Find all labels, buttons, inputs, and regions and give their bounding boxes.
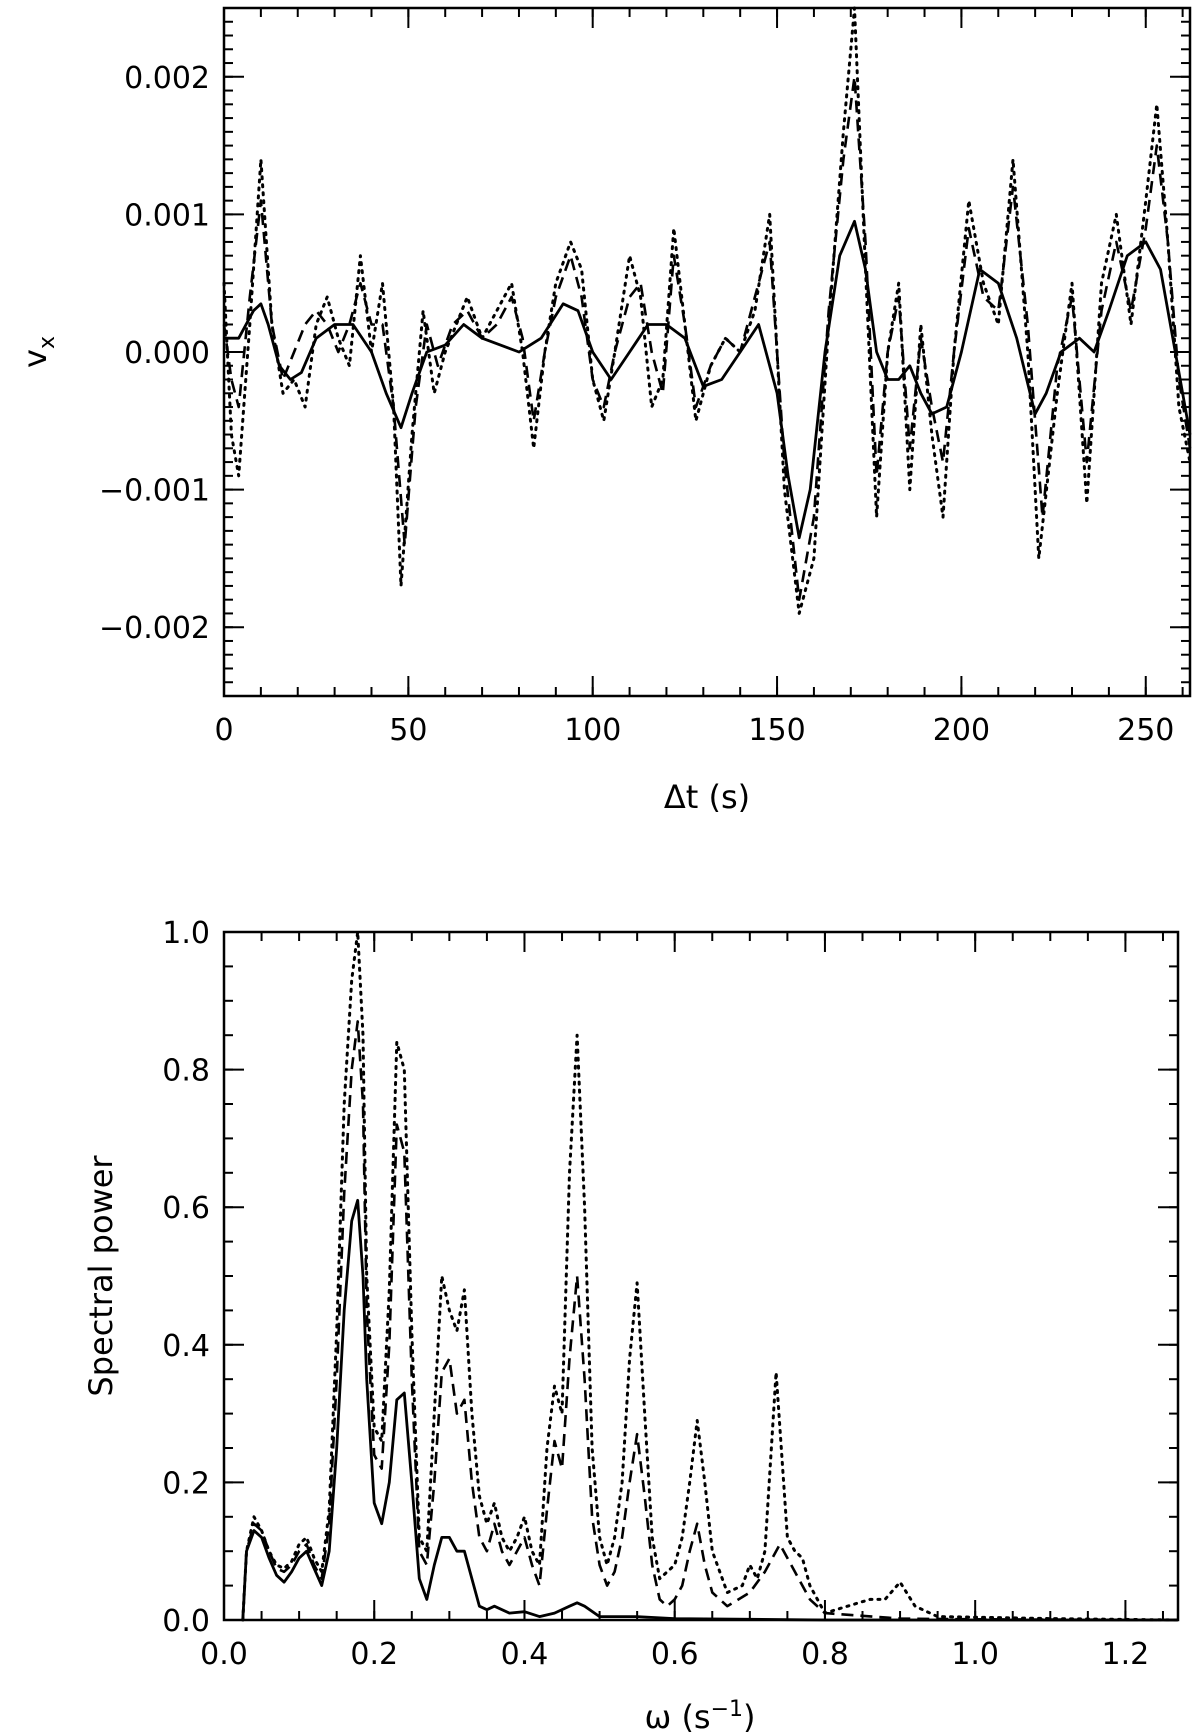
spectrum-series-solid: [241, 1198, 1178, 1622]
velocity-x-tick-label: 200: [933, 713, 990, 748]
velocity-plot-frame: [222, 6, 1192, 698]
spectrum-x-axis-title: ω (s−1): [644, 1697, 755, 1736]
spectrum-series-group: [241, 930, 1180, 1622]
velocity-panel: 0 50 100 150 200 250 −0.002 −0.001 0.000 0.001 0.0…: [16, 6, 1192, 816]
velocity-x-tick-label: 250: [1117, 713, 1174, 748]
velocity-y-axis-title: vx: [16, 336, 60, 368]
spectrum-ticks: [223, 931, 1178, 1621]
spectrum-x-axis-title-sup: −1: [711, 1697, 743, 1722]
spectrum-x-tick-label: 1.2: [1102, 1637, 1150, 1672]
velocity-series-dotted: [222, 6, 1192, 615]
velocity-y-axis-title-sub: x: [35, 336, 60, 349]
spectrum-y-tick-label: 0.4: [162, 1329, 210, 1364]
velocity-y-tick-label: 0.001: [124, 198, 210, 233]
velocity-x-tick-label: 50: [389, 713, 427, 748]
spectrum-series-dotted: [241, 930, 1180, 1622]
velocity-series-dashed: [222, 75, 1192, 602]
spectrum-y-tick-label: 1.0: [162, 916, 210, 951]
spectrum-y-tick-label: 0.8: [162, 1054, 210, 1089]
spectrum-x-tick-label: 0.6: [651, 1637, 699, 1672]
velocity-tick-labels: 0 50 100 150 200 250 −0.002 −0.001 0.000 0.001 0.0…: [99, 61, 1174, 748]
spectrum-y-tick-label: 0.6: [162, 1191, 210, 1226]
spectrum-y-tick-label: 0.2: [162, 1466, 210, 1501]
spectrum-x-tick-label: 0.8: [801, 1637, 849, 1672]
velocity-x-tick-label: 0: [214, 713, 233, 748]
velocity-x-axis-title: Δt (s): [664, 778, 750, 816]
spectrum-y-tick-label: 0.0: [162, 1604, 210, 1639]
spectrum-x-tick-label: 0.4: [501, 1637, 549, 1672]
velocity-y-tick-label: 0.000: [124, 336, 210, 371]
spectrum-x-axis-title-main: ω (s: [644, 1698, 710, 1736]
spectrum-plot-frame: [222, 930, 1180, 1622]
velocity-y-axis-title-main: v: [16, 349, 54, 368]
velocity-x-tick-label: 100: [564, 713, 621, 748]
spectrum-series-dashed: [241, 1020, 1179, 1622]
spectrum-x-tick-label: 0.2: [350, 1637, 398, 1672]
velocity-x-tick-label: 150: [748, 713, 805, 748]
velocity-ticks: [223, 7, 1190, 697]
velocity-y-tick-label: −0.002: [99, 611, 210, 646]
spectrum-x-axis-title-end: ): [743, 1698, 755, 1736]
spectrum-x-tick-label: 1.0: [951, 1637, 999, 1672]
velocity-y-tick-label: −0.001: [99, 474, 210, 509]
velocity-series-solid: [224, 219, 1192, 540]
spectrum-panel: 0.0 0.2 0.4 0.6 0.8 1.0 1.20.00.20.40.60.81.0 …: [82, 916, 1180, 1736]
velocity-series-group: [222, 6, 1192, 615]
spectrum-y-axis-title: Spectral power: [82, 1155, 120, 1397]
spectrum-x-tick-label: 0.0: [200, 1637, 248, 1672]
velocity-y-tick-label: 0.002: [124, 61, 210, 96]
spectrum-tick-labels: 0.0 0.2 0.4 0.6 0.8 1.0 1.2 0.0 0.2 0.4 0.6 0.8 1.0: [162, 916, 1149, 1672]
